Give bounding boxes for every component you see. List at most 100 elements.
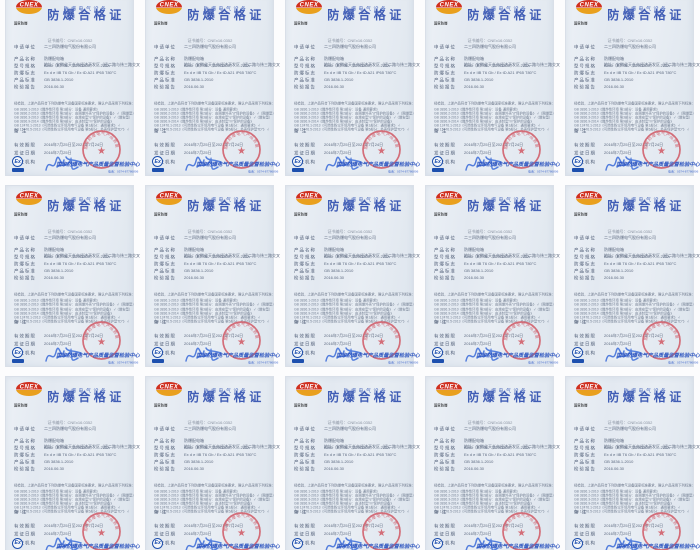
official-seal: 国家防爆电气产品质量监督检验中心 ★ <box>221 320 261 361</box>
field-row-product-name: 产品名称 防爆配电箱 <box>294 438 344 444</box>
field-row-product-name: 产品名称 防爆配电箱 <box>434 247 484 253</box>
standard-line: GB 3836.1-2010《爆炸性环境 第1部分：设备 通用要求》 <box>14 298 100 303</box>
validity-row: 有效期限 2016年7月25日至2021年7月24日 <box>154 523 244 529</box>
conformity-statement: 经检验，上述产品符合下列防爆电气设备国家标准要求，确认产品采用下列标准： <box>14 292 135 297</box>
official-seal: 国家防爆电气产品质量监督检验中心 ★ <box>501 320 541 361</box>
certificate-thumbnail[interactable]: CNEX 国家防爆 防爆电气设备 防爆合格证 证书编号：CNEx16.0352 … <box>280 366 420 550</box>
standard-line: GB 12476.5-2013《可燃性粉尘环境用电气设备 第5部分：外壳保护型“… <box>154 128 269 132</box>
standard-line: GB 3836.3-2010《爆炸性环境 第3部分：由增安型“e”保护的设备》 … <box>434 307 553 311</box>
certificate-thumbnail[interactable]: CNEX 国家防爆 防爆电气设备 防爆合格证 证书编号：CNEx16.0352 … <box>560 183 700 367</box>
certificate-fields: 申请单位 二三四防爆电气股份有限公司 地址：安徽省天长市经济开发区（经二路与纬三路… <box>426 42 560 92</box>
remark-row: 备 注 <box>154 319 168 325</box>
cnex-logo-ellipse: CNEX <box>436 381 462 396</box>
seal-star-icon: ★ <box>657 146 666 157</box>
field-row-standard: 产品标准 GB 3836.1-2010 <box>574 268 634 274</box>
standard-line: GB 12476.5-2013《可燃性粉尘环境用电气设备 第5部分：外壳保护型“… <box>14 509 129 514</box>
certificate-thumbnail[interactable]: CNEX 国家防爆 防爆电气设备 防爆合格证 证书编号：CNEx16.0352 … <box>140 0 280 184</box>
standard-line: GB 12476.5-2013《可燃性粉尘环境用电气设备 第5部分：外壳保护型“… <box>434 128 549 132</box>
field-row-model: 型号规格 BXM（D）51-（220/380V） 220A <box>154 445 250 451</box>
certificate-footer: Ex 国家防爆电气产品质量监督检验中心 电话：0574-87786806 传真：… <box>12 156 140 173</box>
standard-line: GB 3836.9-2014《爆炸性环境 第9部分：由浇封型“m”保护的设备》 <box>294 311 394 315</box>
field-row-report: 检验报告 2016.06.30 <box>574 275 625 281</box>
field-row-product-name: 产品名称 防爆配电箱 <box>14 438 64 444</box>
standard-line: GB 3836.1-2010《爆炸性环境 第1部分：设备 通用要求》 <box>574 107 660 112</box>
standard-line: GB 3836.3-2010《爆炸性环境 第3部分：由增安型“e”保护的设备》 … <box>434 115 553 120</box>
official-seal: 国家防爆电气产品质量监督检验中心 ★ <box>641 511 681 550</box>
seal-star-icon: ★ <box>377 337 386 348</box>
standards-list: GB 3836.1-2010《爆炸性环境 第1部分：设备 通用要求》 GB 38… <box>294 101 416 132</box>
ex-mark-icon: Ex <box>292 156 306 172</box>
cnex-logo: CNEX 国家防爆 <box>574 381 604 410</box>
field-row-standard: 产品标准 GB 3836.1-2010 <box>294 77 354 83</box>
standard-line: GB 12476.5-2013《可燃性粉尘环境用电气设备 第5部分：外壳保护型“… <box>574 128 689 132</box>
official-seal: 国家防爆电气产品质量监督检验中心 ★ <box>361 129 401 169</box>
standard-line: GB 3836.9-2014《爆炸性环境 第9部分：由浇封型“m”保护的设备》 <box>574 119 674 124</box>
certificate-thumbnail[interactable]: CNEX 国家防爆 防爆电气设备 防爆合格证 证书编号：CNEx16.0352 … <box>420 366 560 550</box>
cnex-logo: CNEX 国家防爆 <box>154 0 184 28</box>
certificate-footer: Ex 国家防爆电气产品质量监督检验中心 电话：0574-87786806 传真：… <box>12 537 140 550</box>
official-seal: 国家防爆电气产品质量监督检验中心 ★ <box>641 129 681 169</box>
certificate-page: CNEX 国家防爆 防爆电气设备 防爆合格证 证书编号：CNEx16.0352 … <box>285 0 420 176</box>
cnex-logo-text: CNEX <box>439 2 459 9</box>
official-seal: 国家防爆电气产品质量监督检验中心 ★ <box>221 511 261 550</box>
field-row-ex-marking: 防爆标志 Ex d e IIB T6 Gb / Ex tD A21 IP65 T8… <box>574 70 677 76</box>
certificate-thumbnail[interactable]: CNEX 国家防爆 防爆电气设备 防爆合格证 证书编号：CNEx16.0352 … <box>560 0 700 184</box>
cnex-logo-caption: 国家防爆 <box>574 212 588 217</box>
certificate-footer: Ex 国家防爆电气产品质量监督检验中心 电话：0574-87786806 传真：… <box>152 537 280 550</box>
certificate-fields: 申请单位 二三四防爆电气股份有限公司 地址：安徽省天长市经济开发区（经二路与纬三路… <box>286 233 420 283</box>
issuing-org-name: 国家防爆电气产品质量监督检验中心 <box>336 352 420 359</box>
certificate-fields: 申请单位 二三四防爆电气股份有限公司 地址：安徽省天长市经济开发区（经二路与纬三路… <box>146 42 280 92</box>
certificate-thumbnail[interactable]: CNEX 国家防爆 防爆电气设备 防爆合格证 证书编号：CNEx16.0352 … <box>0 183 140 367</box>
field-row-report: 检验报告 2016.06.30 <box>14 275 65 281</box>
remark-row: 备 注 <box>294 509 308 515</box>
standard-line: GB 12476.1-2013《可燃性粉尘环境用电气设备 第1部分：通用要求》 … <box>294 505 401 510</box>
field-row-ex-marking: 防爆标志 Ex d e IIB T6 Gb / Ex tD A21 IP65 T8… <box>14 261 117 267</box>
remark-row: 备 注 <box>294 319 308 325</box>
certificate-thumbnail[interactable]: CNEX 国家防爆 防爆电气设备 防爆合格证 证书编号：CNEx16.0352 … <box>420 0 560 184</box>
standard-line: GB 3836.1-2010《爆炸性环境 第1部分：设备 通用要求》 <box>14 489 100 494</box>
certificate-header: CNEX 国家防爆 防爆电气设备 防爆合格证 <box>426 0 553 28</box>
certificate-thumbnail[interactable]: CNEX 国家防爆 防爆电气设备 防爆合格证 证书编号：CNEx16.0352 … <box>560 366 700 550</box>
cnex-logo-caption: 国家防爆 <box>154 21 168 26</box>
standard-line: GB 3836.3-2010《爆炸性环境 第3部分：由增安型“e”保护的设备》 … <box>14 115 133 120</box>
certificate-thumbnail[interactable]: CNEX 国家防爆 防爆电气设备 防爆合格证 证书编号：CNEx16.0352 … <box>140 366 280 550</box>
field-row-standard: 产品标准 GB 3836.1-2010 <box>574 459 634 465</box>
standards-list: GB 3836.1-2010《爆炸性环境 第1部分：设备 通用要求》 GB 38… <box>434 101 556 132</box>
certificate-title: 防爆合格证 <box>467 389 545 404</box>
standard-line: GB 3836.9-2014《爆炸性环境 第9部分：由浇封型“m”保护的设备》 <box>154 501 254 506</box>
standard-line: GB 12476.1-2013《可燃性粉尘环境用电气设备 第1部分：通用要求》 … <box>434 315 541 320</box>
certificate-number: 证书编号：CNEx16.0352 <box>327 420 372 425</box>
standard-line: GB 12476.5-2013《可燃性粉尘环境用电气设备 第5部分：外壳保护型“… <box>294 128 409 132</box>
standard-line: GB 3836.1-2010《爆炸性环境 第1部分：设备 通用要求》 <box>574 298 660 303</box>
certificate-footer: Ex 国家防爆电气产品质量监督检验中心 电话：0574-87786806 传真：… <box>432 156 560 173</box>
certificate-page: CNEX 国家防爆 防爆电气设备 防爆合格证 证书编号：CNEx16.0352 … <box>565 0 700 176</box>
cnex-logo: CNEX 国家防爆 <box>154 381 184 410</box>
certificate-fields: 申请单位 二三四防爆电气股份有限公司 地址：安徽省天长市经济开发区（经二路与纬三路… <box>146 233 280 283</box>
standard-line: GB 12476.5-2013《可燃性粉尘环境用电气设备 第5部分：外壳保护型“… <box>574 509 689 514</box>
field-row-applicant: 申请单位 二三四防爆电气股份有限公司 地址：安徽省天长市经济开发区（经二路与纬三路… <box>294 235 420 259</box>
certificate-thumbnail[interactable]: CNEX 国家防爆 防爆电气设备 防爆合格证 证书编号：CNEx16.0352 … <box>280 183 420 367</box>
certificate-thumbnail[interactable]: CNEX 国家防爆 防爆电气设备 防爆合格证 证书编号：CNEx16.0352 … <box>280 0 420 184</box>
certificate-thumbnail[interactable]: CNEX 国家防爆 防爆电气设备 防爆合格证 证书编号：CNEx16.0352 … <box>0 0 140 184</box>
org-contact-line: 电话：0574-87786806 传真：0574-87665700 网址：www… <box>387 169 420 174</box>
certificate-thumbnail[interactable]: CNEX 国家防爆 防爆电气设备 防爆合格证 证书编号：CNEx16.0352 … <box>0 366 140 550</box>
standard-line: GB 12476.5-2013《可燃性粉尘环境用电气设备 第5部分：外壳保护型“… <box>574 319 689 324</box>
org-contact-line: 电话：0574-87786806 传真：0574-87665700 网址：www… <box>247 360 280 365</box>
certificate-number: 证书编号：CNEx16.0352 <box>467 420 512 425</box>
certificate-thumbnail[interactable]: CNEX 国家防爆 防爆电气设备 防爆合格证 证书编号：CNEx16.0352 … <box>140 183 280 367</box>
standard-line: GB 3836.9-2014《爆炸性环境 第9部分：由浇封型“m”保护的设备》 <box>14 311 114 315</box>
field-row-model: 型号规格 BXM（D）51-（220/380V） 220A <box>294 63 390 69</box>
field-row-product-name: 产品名称 防爆配电箱 <box>14 56 64 62</box>
certificate-title: 防爆合格证 <box>327 8 405 22</box>
ex-mark-icon: Ex <box>432 347 446 364</box>
certificate-footer: Ex 国家防爆电气产品质量监督检验中心 电话：0574-87786806 传真：… <box>432 537 560 550</box>
field-row-applicant: 申请单位 二三四防爆电气股份有限公司 地址：安徽省天长市经济开发区（经二路与纬三路… <box>154 235 280 259</box>
cnex-logo-ellipse: CNEX <box>576 0 602 14</box>
cnex-logo-text: CNEX <box>299 193 319 200</box>
field-row-ex-marking: 防爆标志 Ex d e IIB T6 Gb / Ex tD A21 IP65 T8… <box>154 261 257 267</box>
standard-line: GB 3836.2-2010《爆炸性环境 第2部分：由隔爆外壳“d”保护的设备》… <box>574 303 696 307</box>
certificate-thumbnail[interactable]: CNEX 国家防爆 防爆电气设备 防爆合格证 证书编号：CNEx16.0352 … <box>420 183 560 367</box>
seal-star-icon: ★ <box>377 528 386 539</box>
standards-list: GB 3836.1-2010《爆炸性环境 第1部分：设备 通用要求》 GB 38… <box>14 292 136 323</box>
